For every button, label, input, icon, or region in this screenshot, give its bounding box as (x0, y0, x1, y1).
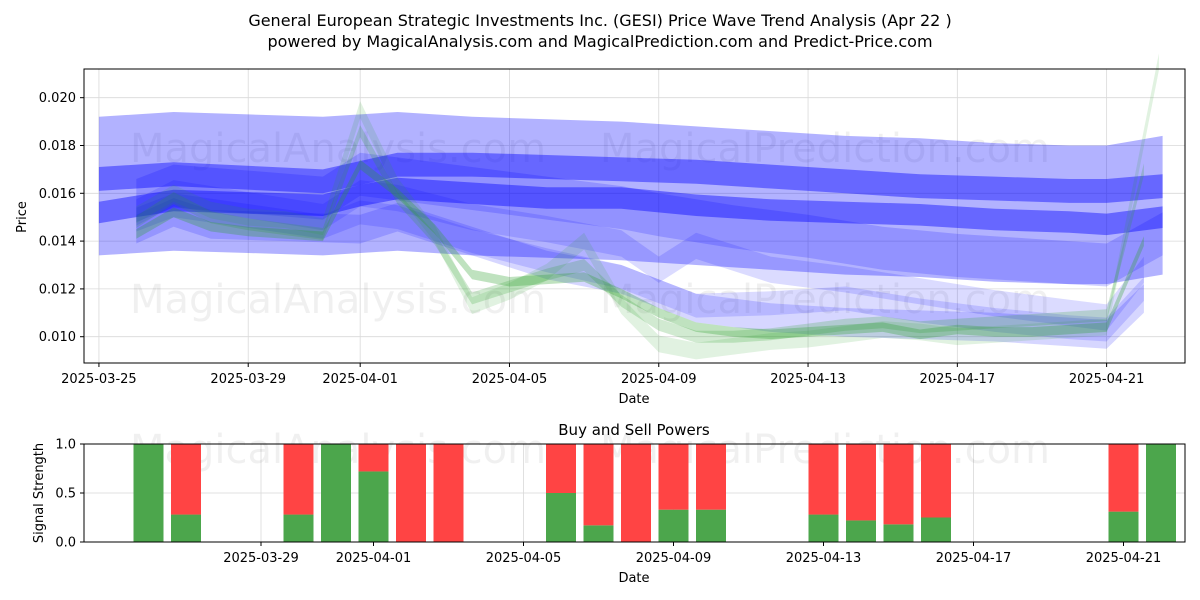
price-x-tick-label: 2025-04-13 (770, 372, 846, 387)
watermark-prediction-top: MagicalPrediction.com (600, 126, 1050, 172)
buy-bar (283, 514, 314, 542)
price-x-tick-label: 2025-03-25 (61, 372, 137, 387)
chart-title: General European Strategic Investments I… (248, 11, 951, 30)
price-watermarks: MagicalAnalysis.com MagicalPrediction.co… (130, 126, 1050, 323)
sell-bar (546, 444, 576, 493)
blue-wave-band (98, 152, 1163, 203)
buy-bar (358, 471, 389, 542)
buy-bar (921, 517, 951, 542)
price-x-tick-label: 2025-03-29 (210, 372, 286, 387)
signal-bars (133, 444, 1176, 542)
sell-bar (921, 444, 951, 518)
buy-bar (133, 444, 164, 542)
signal-x-ticks: 2025-03-29 2025-04-01 2025-04-05 2025-04-09… (223, 542, 1161, 566)
signal-x-tick-label: 2025-04-21 (1086, 551, 1162, 566)
signal-y-axis-label: Signal Strength (32, 443, 47, 543)
price-x-axis-label: Date (618, 392, 649, 407)
price-x-tick-label: 2025-04-09 (621, 372, 697, 387)
sell-bar (171, 444, 201, 515)
signal-x-tick-label: 2025-04-09 (636, 551, 712, 566)
signal-x-tick-label: 2025-03-29 (223, 551, 299, 566)
signal-y-tick-label: 1.0 (55, 438, 76, 453)
signal-x-tick-label: 2025-04-13 (786, 551, 862, 566)
blue-wave-band (98, 177, 1163, 236)
price-x-ticks: 2025-03-25 2025-03-29 2025-04-01 2025-04-05… (61, 363, 1144, 387)
buy-bar (1146, 444, 1176, 542)
chart-subtitle: powered by MagicalAnalysis.com and Magic… (267, 32, 932, 51)
price-plot-frame (83, 68, 1186, 364)
price-y-ticks: 0.010 0.012 0.014 0.016 0.018 0.020 (39, 91, 84, 345)
price-x-tick-label: 2025-04-21 (1069, 372, 1145, 387)
buy-bar (846, 520, 876, 542)
signal-x-axis-label: Date (618, 571, 649, 586)
signal-y-ticks: 0.0 0.5 1.0 (55, 438, 84, 551)
sell-bar (583, 444, 614, 526)
buy-bar (883, 524, 914, 542)
price-y-tick-label: 0.014 (39, 235, 76, 250)
sell-bar (283, 444, 314, 515)
sell-bar (808, 444, 839, 515)
buy-bar (546, 493, 576, 542)
blue-wave-band (136, 180, 1144, 331)
price-plot-area (84, 69, 1185, 363)
sell-bar (621, 444, 651, 542)
price-grid (84, 69, 1185, 363)
price-x-tick-label: 2025-04-05 (472, 372, 548, 387)
sell-bar (883, 444, 914, 525)
blue-wave-band (136, 193, 1144, 342)
signal-x-tick-label: 2025-04-05 (486, 551, 562, 566)
signal-y-tick-label: 0.0 (55, 536, 76, 551)
blue-wave-band (136, 152, 1163, 287)
price-y-tick-label: 0.010 (39, 330, 76, 345)
sell-bar (358, 444, 389, 472)
price-x-tick-label: 2025-04-17 (920, 372, 996, 387)
price-y-tick-label: 0.018 (39, 139, 76, 154)
buy-bar (1108, 511, 1139, 542)
signal-y-tick-label: 0.5 (55, 487, 76, 502)
buy-bar (696, 509, 726, 542)
sell-bar (696, 444, 726, 510)
buy-bar (321, 444, 351, 542)
price-y-tick-label: 0.012 (39, 282, 76, 297)
price-panel: MagicalAnalysis.com MagicalPrediction.co… (15, 53, 1186, 407)
blue-wave-band (98, 112, 1163, 285)
buy-bar (171, 514, 201, 542)
watermark-analysis-bottom: MagicalAnalysis.com (130, 277, 546, 323)
sell-bar (846, 444, 876, 521)
green-wave-band (136, 159, 1144, 340)
price-y-axis-label: Price (15, 201, 30, 233)
blue-wave-bands (98, 112, 1163, 349)
price-y-tick-label: 0.016 (39, 187, 76, 202)
buy-bar (658, 509, 689, 542)
signal-title: Buy and Sell Powers (558, 421, 710, 439)
signal-x-tick-label: 2025-04-01 (336, 551, 412, 566)
price-y-tick-label: 0.020 (39, 91, 76, 106)
watermark-prediction-bottom: MagicalPrediction.com (600, 277, 1050, 323)
buy-bar (808, 514, 839, 542)
signal-panel: Buy and Sell Powers MagicalAnalysis.com … (32, 421, 1186, 586)
green-wave-bands (136, 53, 1159, 360)
sell-bar (1108, 444, 1139, 512)
signal-x-tick-label: 2025-04-17 (936, 551, 1012, 566)
buy-bar (583, 525, 614, 542)
price-x-tick-label: 2025-04-01 (322, 372, 398, 387)
sell-bar (433, 444, 464, 542)
green-wave-band (136, 125, 1144, 343)
blue-wave-band (136, 198, 1144, 349)
watermark-analysis-top: MagicalAnalysis.com (130, 126, 546, 172)
sell-bar (396, 444, 426, 542)
sell-bar (658, 444, 689, 510)
green-wave-band (136, 53, 1159, 360)
